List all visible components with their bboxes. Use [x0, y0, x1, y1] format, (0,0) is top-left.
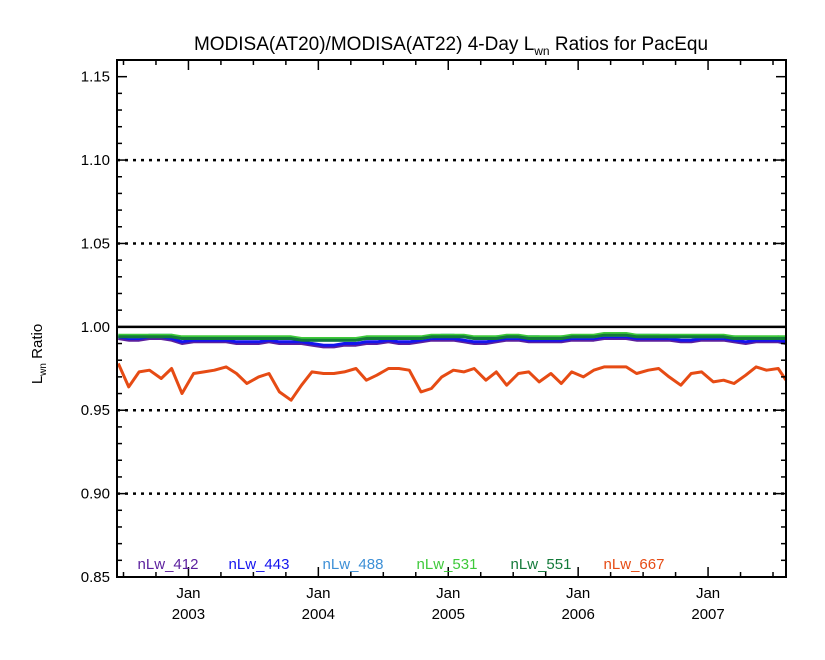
legend-item-nLw_412: nLw_412 [138, 556, 199, 573]
series-line-nLw_412 [118, 337, 787, 349]
series-line-nLw_551 [118, 333, 786, 342]
x-tick-label-year: 2004 [302, 606, 335, 623]
y-tick-labels: 0.85 0.90 0.95 1.00 1.05 1.10 1.15 [81, 69, 110, 586]
y-axis-label-suffix: Ratio [29, 324, 46, 363]
x-tick-label-year: 2005 [432, 606, 465, 623]
x-tick-labels: Jan 2003 Jan 2004 Jan 2005 Jan 2006 Jan 2007 [172, 585, 725, 623]
y-tick-label: 1.15 [81, 69, 110, 86]
y-tick-label: 0.95 [81, 402, 110, 419]
series-line-nLw_531 [118, 332, 786, 340]
legend-item-nLw_531: nLw_531 [417, 556, 478, 573]
axes [116, 59, 787, 578]
chart-title-suffix: Ratios for PacEqu [550, 34, 708, 55]
x-tick-label-month: Jan [306, 585, 330, 602]
y-tick-label: 1.00 [81, 319, 110, 336]
legend-item-nLw_443: nLw_443 [229, 556, 290, 573]
y-tick-label: 0.90 [81, 486, 110, 503]
chart-title-text: MODISA(AT20)/MODISA(AT22) 4-Day Lwn Rati… [194, 34, 708, 58]
y-axis-label-main: L [29, 376, 46, 384]
y-tick-label: 0.85 [81, 569, 110, 586]
y-tick-label: 1.10 [81, 152, 110, 169]
y-axis-label-subscript: wn [38, 363, 49, 377]
series-line-nLw_443 [118, 335, 787, 347]
x-tick-label-month: Jan [436, 585, 460, 602]
plot-frame [116, 59, 787, 578]
y-axis-label-text: Lwn Ratio [29, 324, 49, 384]
y-axis-label: Lwn Ratio [29, 324, 49, 384]
legend-item-nLw_488: nLw_488 [323, 556, 384, 573]
x-tick-label-month: Jan [696, 585, 720, 602]
x-tick-label-month: Jan [566, 585, 590, 602]
y-tick-label: 1.05 [81, 235, 110, 252]
x-tick-label-month: Jan [176, 585, 200, 602]
chart-title-prefix: MODISA(AT20)/MODISA(AT22) 4-Day L [194, 34, 534, 55]
legend-item-nLw_551: nLw_551 [511, 556, 572, 573]
chart-title-subscript: wn [533, 44, 549, 58]
series-line-nLw_667 [116, 362, 788, 402]
x-tick-label-year: 2006 [561, 606, 594, 623]
x-tick-label-year: 2003 [172, 606, 205, 623]
chart-title: MODISA(AT20)/MODISA(AT22) 4-Day Lwn Rati… [194, 34, 708, 58]
series-lines [116, 332, 788, 402]
legend-item-nLw_667: nLw_667 [604, 556, 665, 573]
x-tick-label-year: 2007 [691, 606, 724, 623]
legend: nLw_412 nLw_443 nLw_488 nLw_531 nLw_551 nLw_6… [138, 556, 665, 573]
